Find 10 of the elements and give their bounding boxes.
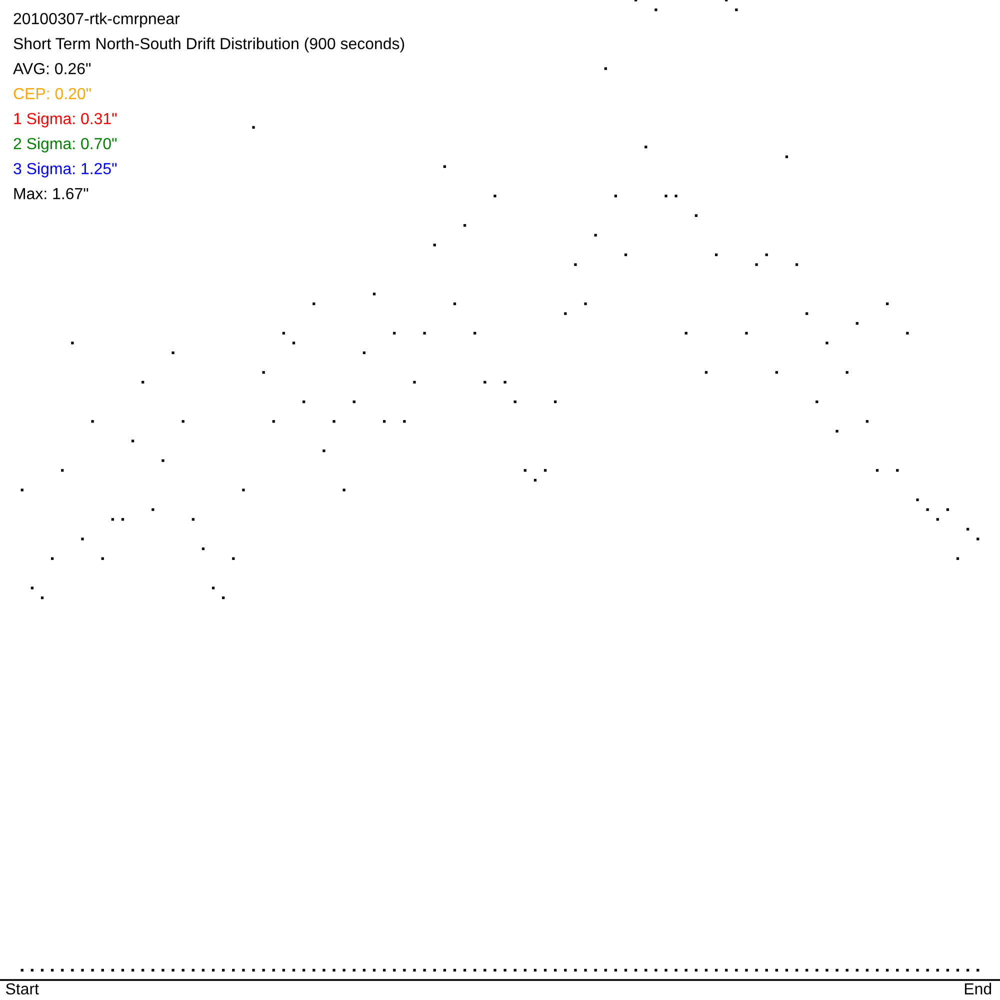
x-tick-label: Start (6, 983, 39, 995)
x-tick-label: End (964, 982, 992, 995)
annotation: 3 Sigma: 1.25" (14, 162, 117, 178)
annotation: CEP: 0.20" (14, 88, 91, 100)
annotation: 2 Sigma: 0.70" (14, 138, 117, 152)
text: 20100307-rtk-cmrpnear (14, 12, 180, 28)
annotation: Max: 1.67" (14, 188, 88, 200)
annotation: 1 Sigma: 0.31" (14, 112, 117, 128)
annotation: AVG: 0.26" (13, 62, 91, 74)
text: Short Term North-South Drift Distribution (900 seconds) (14, 38, 404, 52)
